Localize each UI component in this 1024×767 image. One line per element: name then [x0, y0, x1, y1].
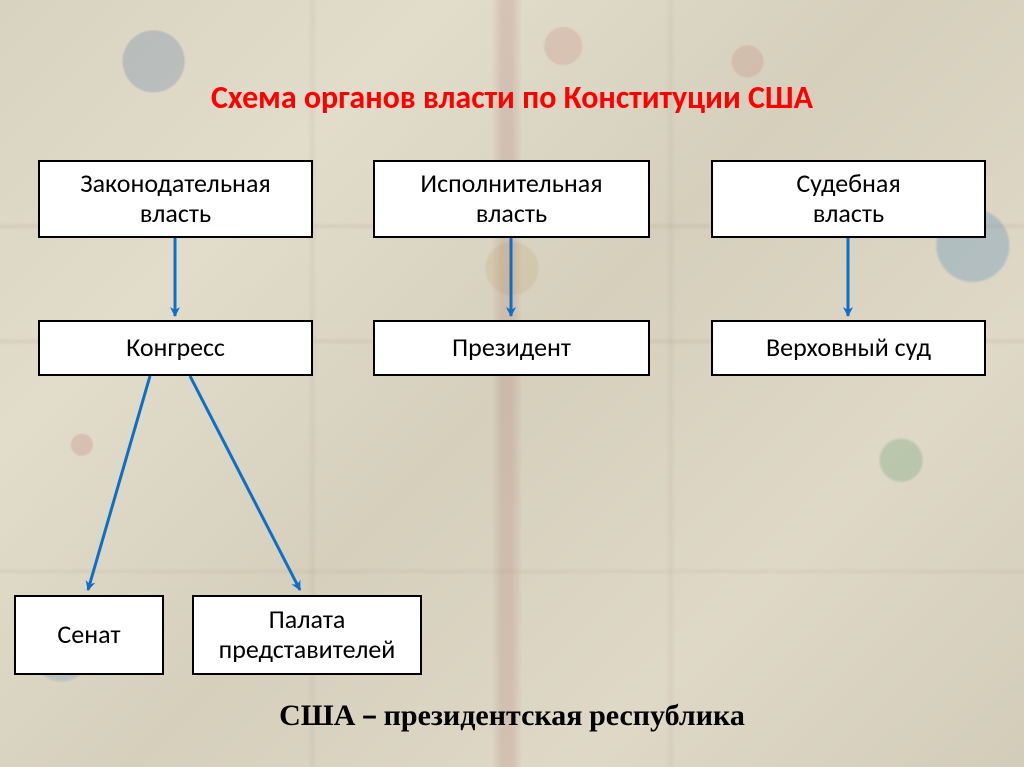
node-house: Палатапредставителей	[192, 595, 422, 675]
node-jud: Судебнаявласть	[711, 160, 986, 238]
node-cong: Конгресс	[38, 320, 313, 376]
node-supr: Верховный суд	[711, 320, 986, 376]
node-exec: Исполнительнаявласть	[373, 160, 650, 238]
node-pres: Президент	[373, 320, 650, 376]
edge-cong-sen	[88, 376, 150, 590]
node-leg: Законодательнаявласть	[38, 160, 313, 238]
node-sen: Сенат	[14, 595, 164, 675]
page-title: Схема органов власти по Конституции США	[0, 78, 1024, 117]
edge-cong-house	[190, 376, 300, 590]
diagram-layer: Схема органов власти по Конституции США …	[0, 0, 1024, 767]
footer-text: США – президентская республика	[0, 698, 1024, 733]
